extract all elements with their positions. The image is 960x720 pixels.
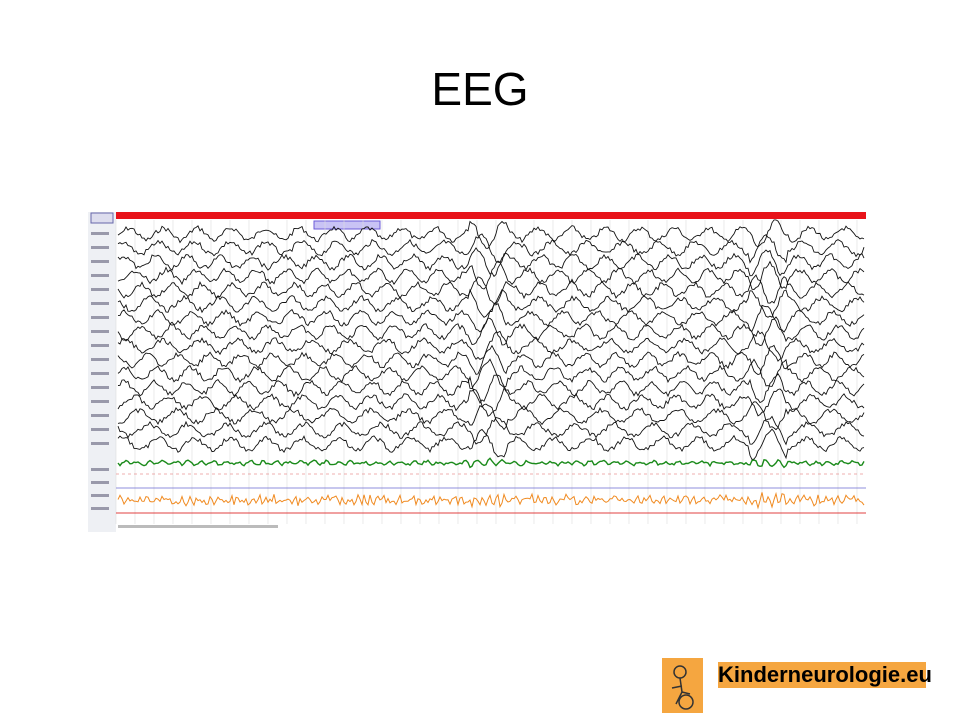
channel-label	[91, 400, 109, 403]
status-text	[118, 525, 278, 528]
event-marker	[313, 220, 381, 230]
menu-button	[90, 212, 114, 224]
logo-wheel	[678, 694, 694, 710]
channel-label	[91, 507, 109, 510]
eeg-trace	[117, 260, 865, 290]
eeg-trace	[117, 344, 865, 375]
channel-label	[91, 386, 109, 389]
slide-title: EEG	[431, 63, 529, 115]
channel-label	[91, 481, 109, 484]
eeg-trace	[117, 373, 865, 404]
eeg-trace	[117, 491, 865, 510]
channel-label	[91, 232, 109, 235]
eeg-trace	[117, 415, 865, 446]
channel-label	[91, 468, 109, 471]
eeg-trace	[117, 428, 865, 461]
time-grid	[115, 220, 858, 524]
logo-figure	[671, 665, 694, 710]
channel-label	[91, 414, 109, 417]
channel-label	[91, 316, 109, 319]
eeg-trace	[117, 329, 865, 362]
channel-label	[91, 260, 109, 263]
eeg-trace	[117, 303, 865, 333]
channel-label	[91, 288, 109, 291]
eeg-trace	[117, 457, 865, 469]
logo-head	[673, 665, 687, 679]
channel-label	[91, 302, 109, 305]
channel-label	[91, 330, 109, 333]
time-bar	[116, 212, 866, 219]
channel-label	[91, 442, 109, 445]
eeg-trace	[117, 233, 865, 264]
eeg-trace	[117, 387, 865, 417]
eeg-trace	[117, 401, 865, 431]
channel-label	[91, 246, 109, 249]
channel-label	[91, 274, 109, 277]
logo-icon	[662, 658, 703, 713]
eeg-trace	[117, 288, 865, 318]
eeg-trace	[117, 219, 865, 249]
eeg-trace	[117, 274, 865, 305]
eeg-trace	[117, 316, 865, 346]
logo-text: Kinderneurologie.eu	[718, 662, 932, 688]
channel-label	[91, 358, 109, 361]
eeg-traces	[91, 219, 866, 528]
channel-label	[91, 372, 109, 375]
channel-label	[91, 494, 109, 497]
eeg-trace	[117, 358, 865, 389]
channel-label	[91, 428, 109, 431]
logo-body	[671, 677, 691, 705]
channel-label	[91, 344, 109, 347]
eeg-recording	[88, 212, 866, 532]
